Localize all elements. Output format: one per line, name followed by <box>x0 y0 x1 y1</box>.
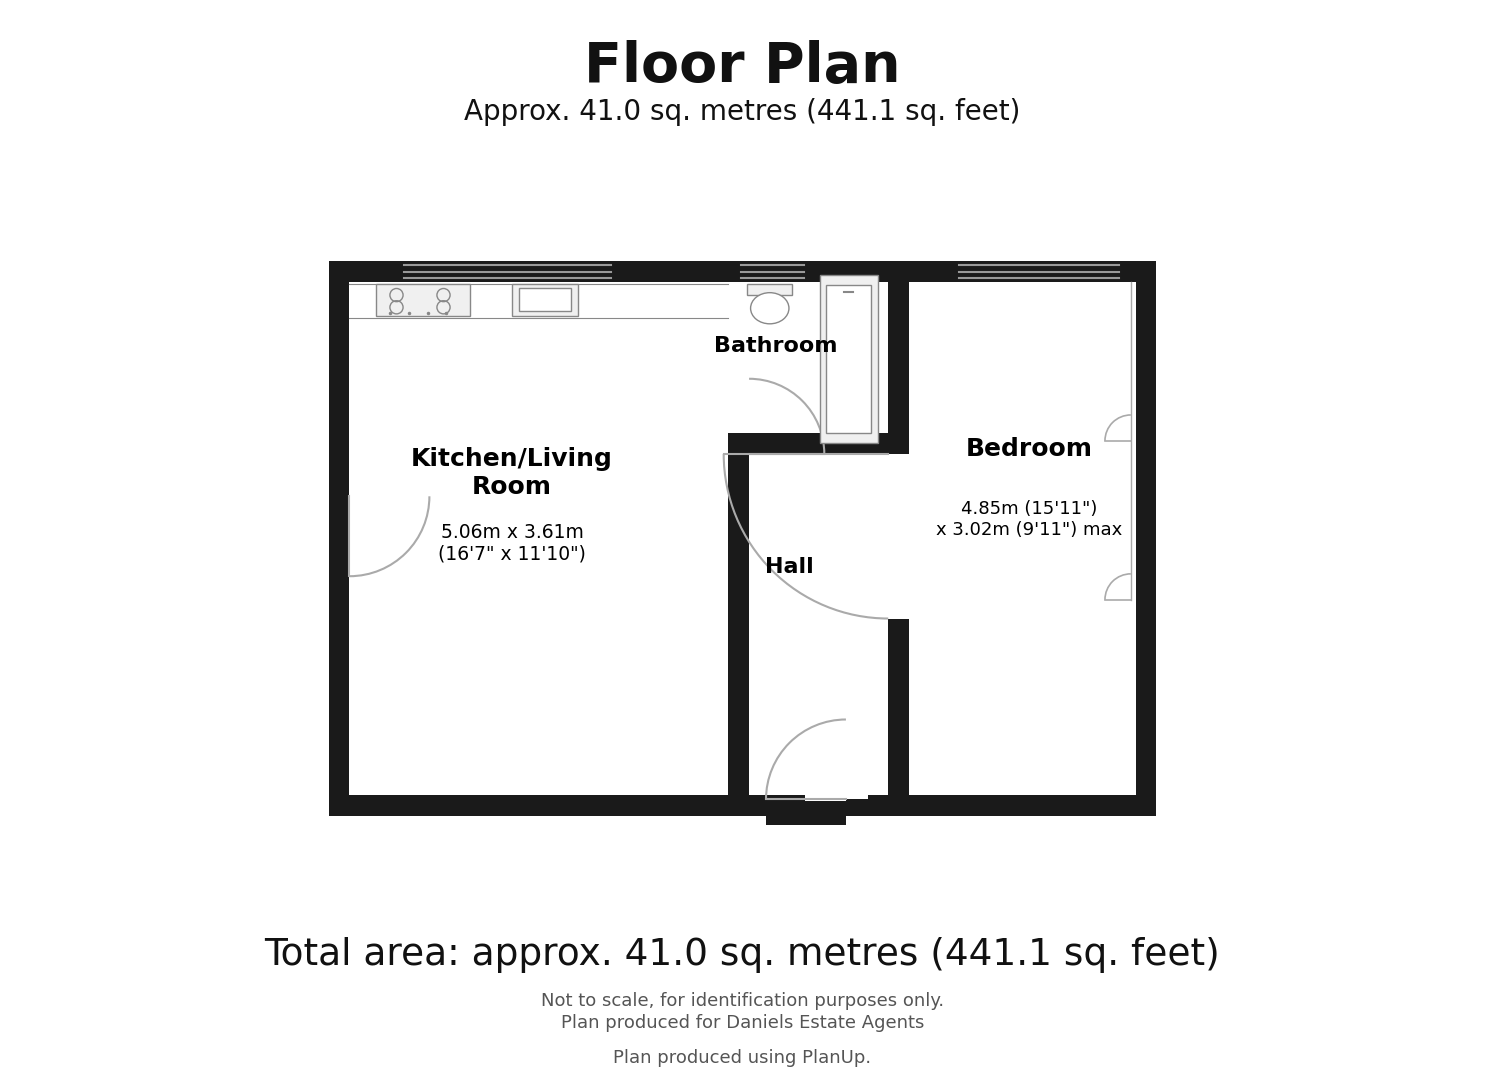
Bar <box>328 261 1157 282</box>
Bar <box>729 433 748 816</box>
Bar <box>729 433 888 454</box>
Text: 4.85m (15'11")
x 3.02m (9'11") max: 4.85m (15'11") x 3.02m (9'11") max <box>936 500 1123 539</box>
Bar <box>826 285 872 433</box>
Bar <box>888 619 909 795</box>
Text: Plan produced for Daniels Estate Agents: Plan produced for Daniels Estate Agents <box>561 1014 924 1031</box>
Bar <box>512 284 578 315</box>
Bar <box>909 282 1136 795</box>
Text: Plan produced using PlanUp.: Plan produced using PlanUp. <box>613 1050 872 1067</box>
Text: Floor Plan: Floor Plan <box>584 40 901 94</box>
Ellipse shape <box>750 293 789 324</box>
Bar <box>376 284 469 315</box>
Bar <box>846 799 867 816</box>
Bar <box>820 275 878 443</box>
Text: Approx. 41.0 sq. metres (441.1 sq. feet): Approx. 41.0 sq. metres (441.1 sq. feet) <box>465 98 1020 126</box>
Bar <box>748 282 867 454</box>
Bar <box>867 795 1157 816</box>
Text: Total area: approx. 41.0 sq. metres (441.1 sq. feet): Total area: approx. 41.0 sq. metres (441… <box>264 936 1221 973</box>
Bar <box>748 475 867 795</box>
Bar <box>349 282 729 795</box>
Text: Bathroom: Bathroom <box>714 336 838 355</box>
Bar <box>888 282 909 454</box>
Text: 5.06m x 3.61m
(16'7" x 11'10"): 5.06m x 3.61m (16'7" x 11'10") <box>438 523 587 564</box>
Bar <box>328 795 805 816</box>
Bar <box>518 288 572 311</box>
Bar <box>1136 261 1157 816</box>
Bar <box>766 800 846 825</box>
Bar <box>747 284 793 295</box>
Bar <box>748 799 766 816</box>
Text: Kitchen/Living
Room: Kitchen/Living Room <box>411 447 613 499</box>
Text: Not to scale, for identification purposes only.: Not to scale, for identification purpose… <box>541 993 944 1010</box>
Text: Bedroom: Bedroom <box>965 437 1093 461</box>
Bar <box>328 261 349 816</box>
Text: Hall: Hall <box>765 557 814 577</box>
